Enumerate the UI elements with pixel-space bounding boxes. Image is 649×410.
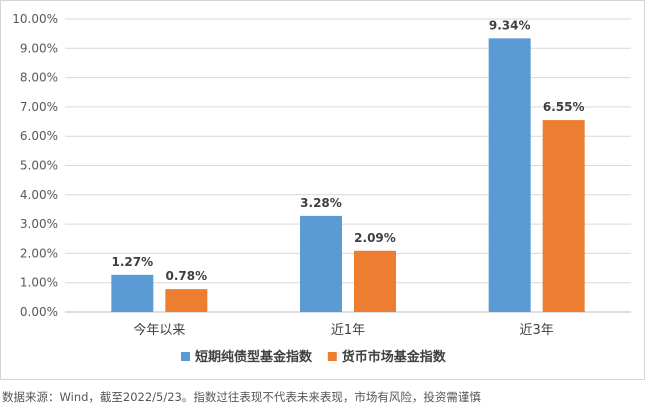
- bar: [542, 120, 585, 313]
- x-category-label: 今年以来: [133, 322, 185, 338]
- y-tick-label: 7.00%: [20, 100, 58, 114]
- y-tick-label: 4.00%: [20, 188, 58, 202]
- bar-value-label: 1.27%: [112, 255, 154, 269]
- bar-value-label: 9.34%: [489, 18, 531, 32]
- legend-label: 货币市场基金指数: [342, 349, 447, 365]
- x-axis-categories: 今年以来 近1年 近3年: [133, 322, 553, 338]
- y-tick-label: 9.00%: [20, 41, 58, 55]
- bar: [488, 38, 531, 312]
- bar-value-label: 0.78%: [166, 269, 208, 283]
- bars: [111, 38, 585, 313]
- bar-value-label: 3.28%: [300, 196, 342, 210]
- bar: [354, 250, 396, 312]
- y-tick-label: 10.00%: [12, 12, 58, 26]
- legend-swatch: [327, 352, 337, 361]
- data-labels: 1.27% 0.78% 3.28% 2.09% 9.34% 6.55%: [112, 18, 585, 283]
- gridlines: [65, 18, 631, 313]
- y-tick-label: 8.00%: [20, 71, 58, 85]
- source-footnote: 数据来源：Wind，截至2022/5/23。指数过往表现不代表未来表现，市场有风…: [2, 390, 481, 404]
- legend: 短期纯债型基金指数 货币市场基金指数: [181, 349, 447, 365]
- x-category-label: 近3年: [520, 323, 554, 338]
- bar-value-label: 6.55%: [543, 100, 585, 114]
- y-tick-label: 6.00%: [20, 129, 58, 143]
- bar: [300, 215, 342, 312]
- y-axis-ticks: 0.00% 1.00% 2.00% 3.00% 4.00% 5.00% 6.00% 7.00%…: [12, 12, 58, 319]
- y-tick-label: 1.00%: [20, 276, 58, 290]
- bar: [111, 274, 154, 312]
- y-tick-label: 0.00%: [20, 305, 58, 319]
- bar: [165, 289, 208, 312]
- x-category-label: 近1年: [331, 323, 365, 338]
- legend-swatch: [181, 352, 190, 361]
- y-tick-label: 2.00%: [20, 246, 58, 260]
- chart-frame: 0.00% 1.00% 2.00% 3.00% 4.00% 5.00% 6.00% 7.00%…: [0, 0, 645, 380]
- y-tick-label: 3.00%: [20, 217, 58, 231]
- bar-chart: 0.00% 1.00% 2.00% 3.00% 4.00% 5.00% 6.00% 7.00%…: [12, 12, 631, 365]
- y-tick-label: 5.00%: [20, 159, 58, 173]
- bar-value-label: 2.09%: [354, 231, 396, 245]
- legend-label: 短期纯债型基金指数: [195, 349, 313, 365]
